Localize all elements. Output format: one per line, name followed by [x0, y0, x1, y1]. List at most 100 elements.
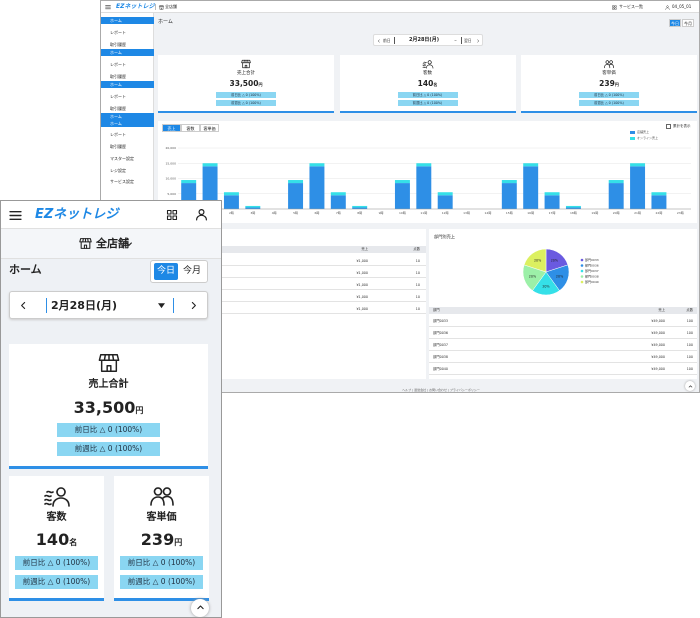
icon-stroke [159, 6, 164, 10]
legend-label: 店舗売上 [637, 130, 650, 134]
icon-stroke [688, 384, 692, 387]
bar [330, 192, 346, 196]
right-icon[interactable] [189, 301, 198, 310]
icon-stroke [80, 241, 91, 249]
row-divider [429, 362, 697, 363]
sidebar-item[interactable]: ホーム [101, 113, 154, 120]
card-title: 客数 [46, 512, 67, 523]
x-tick-label: 10時 [399, 210, 406, 215]
row-divider [429, 326, 697, 327]
sidebar-item[interactable]: レポート [110, 62, 126, 67]
comparison-badge: 前日比 △ 0 (100%) [57, 423, 160, 437]
chart-tab[interactable]: 客単価 [200, 124, 219, 132]
table-cell: 100 [686, 343, 693, 347]
sidebar-item[interactable]: サービス設定 [110, 179, 134, 184]
grid-icon[interactable] [166, 209, 178, 221]
sidebar-item[interactable]: 取引履歴 [110, 144, 126, 149]
period-toggle[interactable]: 今月 [182, 266, 201, 276]
panel-title: 部門別売上 [434, 234, 455, 239]
card-underline [158, 111, 334, 113]
menu-icon[interactable] [105, 4, 111, 10]
table-cell: ¥49,000 [651, 355, 665, 359]
sidebar-item[interactable]: ホーム [101, 120, 154, 127]
bar [416, 163, 432, 167]
table-cell: 部門0037 [433, 343, 448, 347]
down-icon[interactable] [125, 240, 133, 248]
period-toggle[interactable]: 今日 [669, 19, 681, 27]
menu-icon[interactable] [9, 209, 22, 222]
icon-stroke [43, 502, 52, 506]
table-cell: 100 [686, 367, 693, 371]
y-tick-label: 5,000 [167, 192, 176, 196]
store-selector[interactable]: 全店舗 [96, 237, 129, 250]
value: 239 [140, 530, 175, 549]
chart-tab[interactable]: 売上 [162, 124, 181, 132]
user-menu[interactable]: 04_05_01 [672, 4, 692, 9]
sidebar-item[interactable]: レポート [110, 94, 126, 99]
x-tick-label: 5時 [293, 210, 298, 215]
legend-label: オンライン売上 [637, 136, 659, 140]
sidebar-item[interactable]: 取引履歴 [110, 74, 126, 79]
legend-swatch [630, 131, 635, 134]
icon-stroke [83, 244, 88, 249]
scroll-top-button[interactable] [685, 381, 695, 391]
sidebar-item[interactable]: レジ設定 [110, 168, 126, 173]
prev-day[interactable]: 前日 [383, 38, 391, 43]
sidebar-item[interactable]: レポート [110, 132, 126, 137]
icon-stroke [21, 301, 26, 310]
down-icon[interactable] [454, 39, 457, 42]
comparison-badge: 前日比 △ 0 (100%) [120, 556, 203, 570]
x-tick-label: 22時 [656, 210, 663, 215]
bar [181, 180, 197, 184]
chart-tab[interactable]: 客数 [181, 124, 200, 132]
slice-label: 20% [529, 274, 536, 278]
right-icon[interactable] [476, 38, 480, 43]
icon-stroke [612, 7, 615, 10]
bar [223, 195, 239, 209]
checkbox[interactable] [666, 124, 671, 129]
icon-stroke [153, 487, 162, 496]
dropdown-caret[interactable] [158, 303, 165, 309]
legend-dot [580, 258, 584, 262]
bar [565, 207, 581, 209]
bar [416, 166, 432, 209]
scroll-top-button[interactable] [191, 599, 209, 617]
footer-links[interactable]: ヘルプ | 運営会社 | お問い合わせ | プライバシーポリシー [402, 388, 480, 392]
sidebar-item[interactable]: ホーム [101, 81, 154, 88]
person-icon[interactable] [195, 208, 208, 221]
sidebar-item[interactable]: 取引履歴 [110, 106, 126, 111]
period-toggle[interactable]: 今日 [154, 263, 178, 280]
bar [352, 207, 368, 209]
store-selector[interactable]: 全店舗 [165, 4, 177, 9]
table-cell: 部門0040 [433, 367, 448, 371]
store-icon [159, 4, 164, 10]
table-cell: 10 [415, 307, 420, 311]
period-toggle[interactable]: 今月 [682, 19, 694, 27]
left-icon[interactable] [377, 38, 381, 43]
sidebar-item[interactable]: レポート [110, 30, 126, 35]
bar [202, 166, 218, 209]
group-icon [422, 60, 433, 69]
icon-stroke [609, 60, 613, 64]
y-tick-label: 10,000 [166, 177, 177, 181]
bar [523, 163, 539, 167]
sidebar-item[interactable]: ホーム [101, 49, 154, 56]
icon-stroke [196, 605, 204, 610]
left-icon[interactable] [19, 301, 28, 310]
comparison-badge: 前週比 △ 0 (100%) [57, 442, 160, 456]
icon-stroke [612, 4, 615, 7]
sidebar-item[interactable]: マスター設定 [110, 156, 134, 161]
icon-stroke [149, 496, 165, 506]
top-bar [101, 1, 699, 13]
slice-label: 20% [542, 284, 549, 288]
separator [46, 298, 48, 313]
sidebar-item[interactable]: ホーム [101, 17, 154, 24]
icon-stroke [427, 60, 432, 65]
slice-label: 20% [556, 274, 563, 278]
legend-dot [580, 280, 584, 284]
bar [544, 192, 560, 196]
next-day[interactable]: 翌日 [464, 38, 472, 43]
service-menu[interactable]: サービス一覧 [619, 4, 643, 9]
sidebar-item[interactable]: 取引履歴 [110, 42, 126, 47]
